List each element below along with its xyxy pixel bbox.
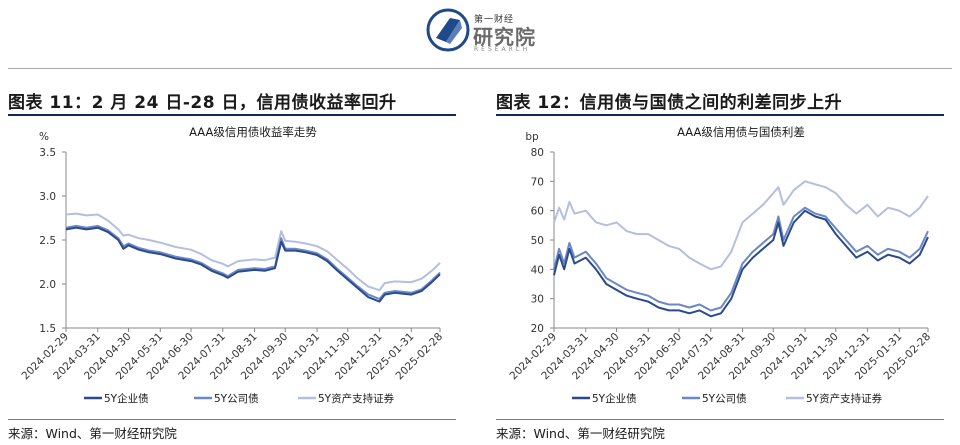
y-axis-unit-label: bp	[525, 131, 539, 143]
series-line-1	[553, 206, 929, 312]
source-note: 来源：Wind、第一财经研究院	[8, 426, 177, 441]
y-tick-label: 20	[531, 323, 544, 335]
figure-title-rule	[496, 114, 944, 116]
logo-big-text: 研究院	[473, 25, 536, 49]
y-tick-label: 70	[531, 176, 544, 188]
legend-label: 5Y企业债	[592, 392, 637, 405]
source-divider	[496, 419, 944, 420]
y-tick-label: 80	[531, 147, 544, 159]
legend-label: 5Y资产支持证券	[806, 392, 883, 405]
legend-label: 5Y公司债	[214, 392, 259, 405]
source-divider	[8, 419, 456, 420]
chart-title: AAA级信用债收益率走势	[189, 125, 317, 139]
series-line-0	[553, 209, 929, 318]
series-line-0	[65, 226, 441, 303]
logo-en-text: RESEARCH	[474, 46, 531, 53]
legend-label: 5Y公司债	[702, 392, 747, 405]
figure-panel-spreads: 图表 12：信用债与国债之间的利差同步上升 AAA级信用债与国债利差 bp 20 30…	[496, 88, 944, 445]
y-axis-unit-label: %	[39, 131, 49, 143]
y-tick-label: 2.5	[39, 235, 56, 247]
legend-label: 5Y资产支持证券	[318, 392, 395, 405]
chart-spreads: AAA级信用债与国债利差bp203040506070802024-02-2920…	[507, 125, 933, 405]
series-line-1	[65, 224, 441, 300]
y-tick-label: 60	[531, 206, 544, 218]
series-line-2	[65, 212, 441, 292]
source-note: 来源：Wind、第一财经研究院	[496, 426, 665, 441]
logo-small-text: 第一财经	[474, 15, 515, 25]
logo-mark-icon	[426, 8, 470, 52]
y-tick-label: 3.5	[39, 147, 56, 159]
figure-title-rule	[8, 114, 456, 116]
chart-yields: AAA级信用债收益率走势%1.52.02.53.03.52024-02-2920…	[19, 125, 445, 405]
chart-title: AAA级信用债与国债利差	[677, 125, 805, 139]
y-tick-label: 2.0	[39, 279, 56, 291]
figure-title: 图表 11：2 月 24 日-28 日，信用债收益率回升	[8, 93, 397, 113]
y-tick-label: 40	[531, 264, 544, 276]
y-tick-label: 1.5	[39, 323, 56, 335]
figure-panel-yields: 图表 11：2 月 24 日-28 日，信用债收益率回升 AAA级信用债收益率走…	[8, 88, 456, 445]
series-line-2	[553, 180, 929, 271]
header-divider	[8, 68, 952, 69]
legend-label: 5Y企业债	[104, 392, 149, 405]
y-tick-label: 3.0	[39, 191, 56, 203]
figure-title: 图表 12：信用债与国债之间的利差同步上升	[496, 93, 843, 113]
research-logo: 第一财经 研究院 RESEARCH	[426, 4, 546, 56]
y-tick-label: 50	[531, 235, 544, 247]
y-tick-label: 30	[531, 294, 544, 306]
